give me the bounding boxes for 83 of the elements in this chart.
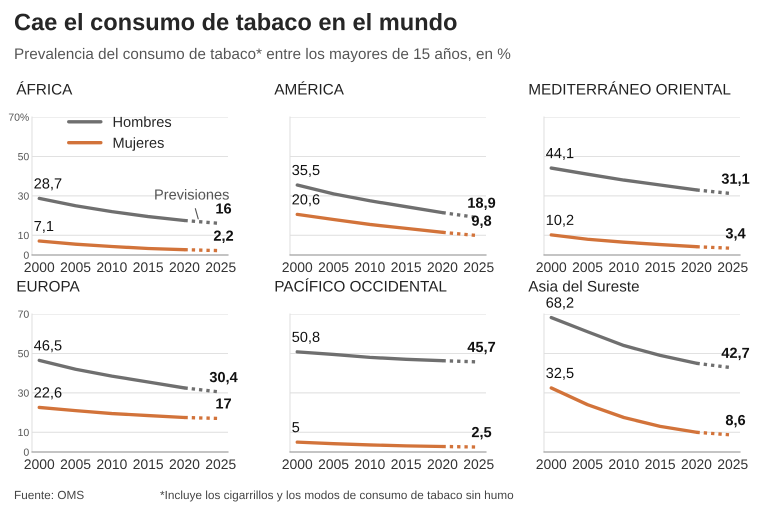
annotation: Previsiones <box>155 188 229 200</box>
x-tick-label: 2000 <box>282 459 312 470</box>
y-tick-label: 30 <box>18 389 29 397</box>
x-tick-label: 2020 <box>428 459 458 470</box>
x-tick-label: 2015 <box>133 459 164 470</box>
data-label: 17 <box>216 398 231 409</box>
x-tick-label: 2010 <box>355 459 385 470</box>
data-label: 46,5 <box>34 340 62 352</box>
data-label: 31,1 <box>722 174 750 186</box>
x-tick-label: 2025 <box>464 262 494 272</box>
y-tick-label: 50 <box>18 152 29 160</box>
data-label: 50,8 <box>292 332 320 344</box>
x-axis-title: AMÉRICA <box>274 81 344 95</box>
data-label: 7,1 <box>34 221 54 233</box>
x-tick-label: 2015 <box>133 262 164 272</box>
y-tick-label: 70% <box>8 114 29 121</box>
source-note: Fuente: OMS <box>14 490 84 500</box>
text: *Incluye los cigarrillos y los modos de consumo de tabaco sin humo <box>160 490 514 502</box>
data-label: 2,5 <box>472 426 492 440</box>
x-tick-label: 2005 <box>572 459 602 470</box>
x-axis-title: ÁFRICA <box>16 81 72 95</box>
chart-title: Cae el consumo de tabaco en el mundo <box>14 12 457 30</box>
x-tick-label: 2020 <box>428 262 458 272</box>
x-tick-label: 2010 <box>609 262 639 272</box>
x-tick-label: 2025 <box>206 459 236 470</box>
x-tick-label: 2010 <box>355 262 385 272</box>
data-label: 44,1 <box>546 148 574 160</box>
y-tick-label: 30 <box>18 192 29 200</box>
x-tick-label: 2020 <box>682 459 712 470</box>
y-tick-label: 50 <box>18 350 29 358</box>
text: Prevalencia del consumo de tabaco* entre los mayores de 15 años, en % <box>15 48 510 62</box>
data-label: 28,7 <box>34 178 62 190</box>
data-label: 68,2 <box>546 297 574 310</box>
y-tick-label: 10 <box>18 232 29 240</box>
data-label: 45,7 <box>468 342 496 354</box>
x-axis-title: MEDITERRÁNEO ORIENTAL <box>530 81 730 95</box>
x-axis-title: EUROPA <box>18 280 80 292</box>
x-tick-label: 2005 <box>572 262 602 272</box>
x-tick-label: 2000 <box>536 262 566 272</box>
x-tick-label: 2025 <box>718 459 748 470</box>
data-label: 42,7 <box>722 348 750 360</box>
legend-label: Hombres <box>114 116 172 128</box>
x-tick-label: 2015 <box>645 459 676 470</box>
x-tick-label: 2010 <box>97 459 127 470</box>
x-tick-label: 2020 <box>170 459 200 470</box>
x-axis-title: PACÍFICO OCCIDENTAL <box>276 278 446 292</box>
data-label: 5 <box>292 422 300 432</box>
x-tick-label: 2015 <box>391 262 422 272</box>
data-label: 9,8 <box>472 216 492 228</box>
y-tick-label: 70 <box>18 310 29 318</box>
x-tick-label: 2025 <box>464 459 494 470</box>
y-tick-label: 10 <box>18 428 29 436</box>
x-tick-label: 2005 <box>318 459 348 470</box>
x-tick-label: 2000 <box>282 262 312 272</box>
data-label: 3,4 <box>726 228 746 241</box>
data-label: 32,5 <box>546 368 574 380</box>
data-label: 10,2 <box>546 214 574 227</box>
x-tick-label: 2020 <box>170 262 200 272</box>
x-tick-label: 2025 <box>718 262 748 272</box>
data-label: 20,6 <box>292 194 320 206</box>
data-label: 2,2 <box>214 230 234 243</box>
x-tick-label: 2025 <box>206 262 236 272</box>
x-tick-label: 2005 <box>318 262 348 272</box>
data-label: 18,9 <box>468 198 496 210</box>
x-tick-label: 2000 <box>24 459 54 470</box>
x-axis-title: Asia del Sureste <box>528 280 639 292</box>
x-tick-label: 2000 <box>24 262 54 272</box>
data-label: 16 <box>216 203 232 214</box>
x-tick-label: 2005 <box>60 262 90 272</box>
y-tick-label: 0 <box>24 252 29 259</box>
x-tick-label: 2000 <box>536 459 566 470</box>
x-tick-label: 2020 <box>682 262 712 272</box>
data-label: 30,4 <box>210 372 238 384</box>
y-tick-label: 0 <box>24 448 29 456</box>
data-label: 35,5 <box>292 164 320 177</box>
x-tick-label: 2015 <box>391 459 422 470</box>
data-label: 22,6 <box>34 387 62 400</box>
x-tick-label: 2010 <box>97 262 127 272</box>
x-tick-label: 2015 <box>645 262 676 272</box>
x-tick-label: 2010 <box>609 459 639 470</box>
legend-label: Mujeres <box>114 137 164 151</box>
data-label: 8,6 <box>726 414 746 428</box>
x-tick-label: 2005 <box>60 459 90 470</box>
